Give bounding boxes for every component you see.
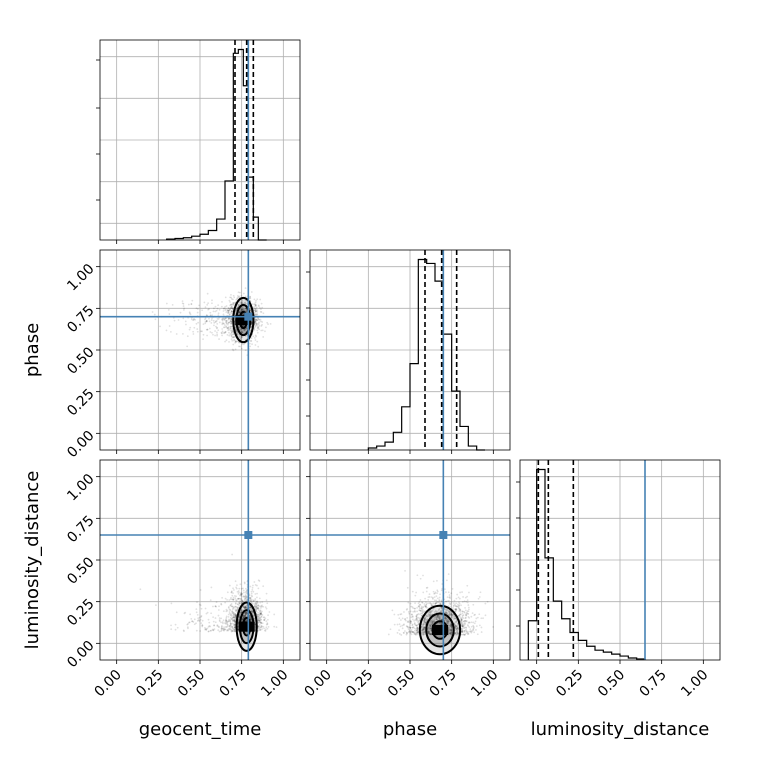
x-tick-label: 1.00 xyxy=(468,667,501,700)
density-peak xyxy=(238,621,255,632)
truth-marker xyxy=(244,531,253,539)
x-tick-label: 0.75 xyxy=(427,667,460,700)
y-tick-label: 0.50 xyxy=(64,554,97,587)
y-tick-label: 0.00 xyxy=(64,638,97,671)
panel-frame xyxy=(309,459,511,661)
hist-panel-phase xyxy=(306,249,511,454)
x-tick-label: 0.25 xyxy=(133,667,166,700)
x-tick-label: 0.00 xyxy=(512,667,545,700)
histogram-geocent_time xyxy=(166,48,267,241)
y-axis-label-luminosity_distance: luminosity_distance xyxy=(22,471,43,650)
y-tick-label: 0.25 xyxy=(64,386,97,419)
sample-cloud xyxy=(387,569,495,656)
x-axis-label-phase: phase xyxy=(383,719,437,740)
x-axis-label-luminosity_distance: luminosity_distance xyxy=(531,719,710,740)
joint-panel-phase-luminosity_distance xyxy=(306,459,511,664)
hist-panel-luminosity_distance xyxy=(516,459,721,664)
panel-frame xyxy=(99,459,301,661)
x-tick-label: 0.50 xyxy=(385,667,418,700)
density-peak xyxy=(432,625,448,635)
x-tick-label: 0.25 xyxy=(553,667,586,700)
x-tick-label: 0.50 xyxy=(595,667,628,700)
x-tick-label: 0.00 xyxy=(302,667,335,700)
truth-marker xyxy=(244,312,253,321)
panels xyxy=(96,39,721,664)
x-tick-label: 0.75 xyxy=(637,667,670,700)
panel-frame xyxy=(519,459,721,661)
panel-frame xyxy=(99,39,301,241)
histogram-phase xyxy=(367,258,485,451)
histogram-luminosity_distance xyxy=(527,468,646,660)
y-tick-label: 0.25 xyxy=(64,596,97,629)
x-tick-label: 1.00 xyxy=(258,667,291,700)
y-tick-label: 0.75 xyxy=(64,303,97,336)
x-tick-label: 0.75 xyxy=(217,667,250,700)
hist-panel-geocent_time xyxy=(96,39,301,244)
panel-frame xyxy=(309,249,511,451)
joint-panel-geocent_time-luminosity_distance xyxy=(96,459,301,664)
x-tick-label: 0.25 xyxy=(343,667,376,700)
y-tick-label: 0.50 xyxy=(64,344,97,377)
x-tick-label: 0.00 xyxy=(92,667,125,700)
x-tick-label: 0.50 xyxy=(175,667,208,700)
x-axis-label-geocent_time: geocent_time xyxy=(139,719,262,740)
x-tick-label: 1.00 xyxy=(678,667,711,700)
joint-panel-geocent_time-phase xyxy=(96,249,301,454)
axis-labels: 0.00 0.25 0.50 0.75 1.00 0.00 0.25 0.50 0.75 1.00… xyxy=(22,261,712,740)
y-tick-label: 1.00 xyxy=(64,471,97,504)
y-tick-label: 0.00 xyxy=(64,428,97,461)
density-peak xyxy=(235,315,252,325)
truth-marker xyxy=(439,531,448,539)
y-axis-label-phase: phase xyxy=(22,323,43,377)
y-tick-label: 1.00 xyxy=(64,261,97,294)
sample-cloud xyxy=(151,287,272,356)
panel-frame xyxy=(99,249,301,451)
y-tick-label: 0.75 xyxy=(64,513,97,546)
sample-cloud xyxy=(139,553,278,652)
